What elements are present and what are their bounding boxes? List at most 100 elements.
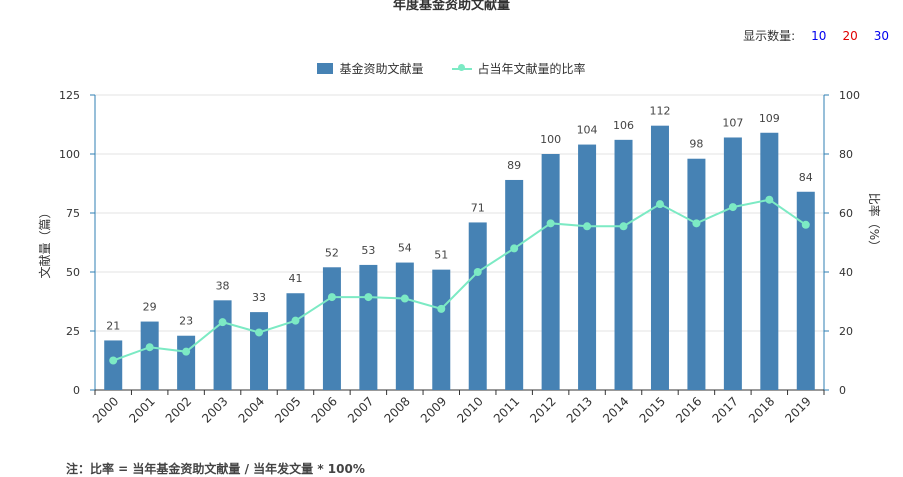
display-count-selector: 显示数量: 10 20 30: [743, 27, 889, 44]
bar-value-label: 53: [361, 244, 375, 257]
ratio-point: [510, 244, 519, 253]
bar: [250, 312, 269, 390]
ratio-point: [291, 316, 300, 325]
bar: [723, 137, 742, 390]
bar: [177, 335, 196, 390]
y-axis-title-left: 文献量（篇）: [37, 206, 52, 278]
ratio-line: [112, 198, 807, 362]
x-tick-label: 2005: [272, 394, 303, 425]
ratio-point: [619, 222, 628, 231]
y-tick-label-right: 80: [839, 148, 853, 161]
bar-value-label: 106: [613, 119, 634, 132]
legend-line-swatch: [451, 63, 472, 74]
legend-label-ratio: 占当年文献量的比率: [477, 62, 586, 76]
chart-title: 年度基金资助文献量: [392, 0, 510, 13]
legend-item-funded-count[interactable]: 基金资助文献量: [317, 60, 424, 77]
ratio-point: [327, 293, 336, 302]
x-tick-label: 2003: [199, 394, 230, 425]
bar: [359, 264, 378, 390]
ratio-point: [692, 219, 701, 228]
bar: [213, 300, 232, 390]
display-count-label: 显示数量:: [743, 29, 796, 43]
x-tick-label: 2001: [126, 394, 157, 425]
count-option-10[interactable]: 10: [811, 28, 827, 43]
ratio-point: [255, 328, 264, 337]
bar: [432, 269, 451, 390]
bar: [578, 144, 597, 390]
x-tick-label: 2011: [491, 394, 522, 425]
legend-bar-swatch: [317, 63, 334, 74]
x-tick-label: 2006: [309, 394, 340, 425]
bar: [687, 158, 706, 390]
ratio-point: [583, 222, 592, 231]
ratio-point: [473, 268, 482, 276]
y-axis-title-right: 比率（%）: [867, 193, 882, 252]
bar: [505, 179, 524, 390]
y-tick-label-right: 20: [839, 325, 853, 338]
x-tick-label: 2008: [381, 394, 412, 425]
bar: [760, 132, 779, 390]
bar: [395, 262, 414, 390]
bar-value-label: 21: [106, 319, 120, 332]
bar-value-label: 33: [252, 291, 266, 304]
y-tick-label-left: 75: [66, 207, 80, 220]
bar-value-label: 29: [143, 301, 157, 314]
bar-value-label: 71: [471, 201, 485, 214]
legend-label-funded-count: 基金资助文献量: [339, 62, 424, 76]
bar-value-label: 84: [799, 171, 813, 184]
x-tick-label: 2010: [454, 394, 485, 425]
ratio-point: [364, 293, 373, 302]
bar-value-label: 54: [398, 242, 412, 255]
bar-value-label: 104: [577, 124, 598, 137]
bar-value-label: 41: [288, 272, 302, 285]
count-option-30[interactable]: 30: [873, 28, 889, 43]
ratio-point: [400, 294, 409, 303]
y-tick-label-left: 100: [59, 148, 80, 161]
ratio-note: 注：比率 = 当年基金资助文献量 / 当年发文量 * 100%: [66, 462, 365, 476]
ratio-point: [546, 219, 555, 228]
bar: [541, 154, 560, 390]
y-tick-label-right: 0: [839, 384, 846, 397]
x-tick-label: 2007: [345, 394, 376, 425]
bar: [614, 139, 633, 390]
bar-value-label: 23: [179, 315, 193, 328]
x-tick-label: 2017: [709, 394, 740, 425]
y-tick-label-left: 25: [66, 325, 80, 338]
ratio-point: [801, 220, 810, 229]
bar-value-label: 107: [722, 116, 743, 129]
x-tick-label: 2013: [564, 394, 595, 425]
ratio-point: [218, 318, 227, 327]
bar: [468, 222, 487, 390]
ratio-point: [655, 200, 664, 209]
bar: [286, 293, 305, 390]
x-tick-label: 2002: [163, 394, 194, 425]
ratio-point: [145, 343, 154, 352]
bar-value-label: 112: [649, 105, 670, 118]
count-option-20[interactable]: 20: [842, 28, 858, 43]
y-tick-label-right: 40: [839, 266, 853, 279]
y-tick-label-right: 100: [839, 89, 860, 102]
bar: [322, 267, 341, 390]
x-tick-label: 2004: [236, 394, 267, 425]
ratio-point: [109, 356, 118, 365]
bar-value-label: 98: [689, 138, 703, 151]
x-tick-label: 2015: [637, 394, 668, 425]
y-tick-label-left: 0: [73, 384, 80, 397]
x-tick-label: 2019: [782, 394, 813, 425]
bar: [104, 340, 123, 390]
bar: [140, 321, 159, 390]
x-tick-label: 2000: [90, 394, 121, 425]
ratio-point: [437, 304, 446, 313]
legend-item-ratio[interactable]: 占当年文献量的比率: [451, 60, 586, 77]
bar-value-label: 100: [540, 133, 561, 146]
ratio-point: [728, 203, 737, 212]
y-tick-label-left: 125: [59, 89, 80, 102]
bar-value-label: 109: [759, 112, 780, 125]
bar: [650, 125, 669, 391]
bar-value-label: 38: [216, 279, 230, 292]
x-tick-label: 2018: [746, 394, 777, 425]
ratio-point: [182, 347, 191, 356]
bar-value-label: 51: [434, 249, 448, 262]
bar-value-label: 89: [507, 159, 521, 172]
